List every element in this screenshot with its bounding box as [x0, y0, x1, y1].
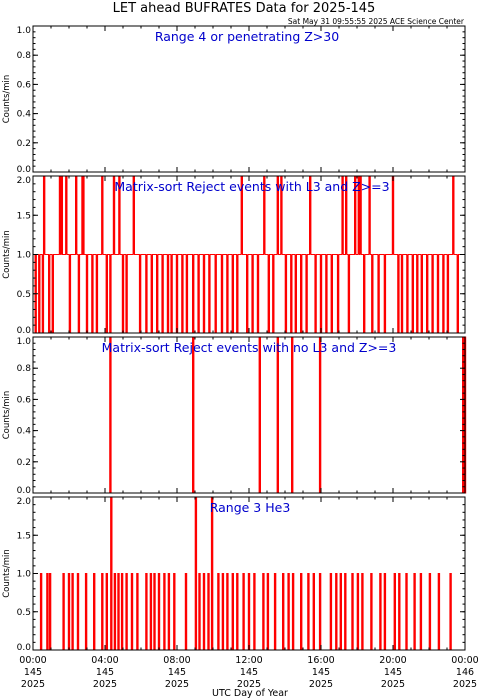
panel-1: 0.0 0.2 0.4 0.6 0.8 1.0 Counts/min Range 4 or p… — [2, 25, 466, 175]
x-tick-label-line: 2025 — [309, 679, 333, 690]
series-line — [33, 336, 467, 494]
y-tick-label: 1.0 — [17, 251, 32, 261]
y-tick-label: 0.0 — [17, 643, 32, 653]
x-tick-label-line: 2025 — [93, 679, 117, 690]
series-line — [33, 175, 465, 334]
x-tick-label-line: 00:00 — [451, 655, 478, 666]
y-tick-label: 0.0 — [17, 165, 32, 175]
x-axis-title: UTC Day of Year — [212, 688, 288, 699]
y-tick-label: 1.0 — [17, 570, 32, 580]
x-tick-label-line: 2025 — [21, 679, 45, 690]
panel-frame — [32, 336, 466, 494]
y-tick-label: 0.8 — [17, 51, 32, 61]
y-tick-label: 0.4 — [17, 427, 32, 437]
panels: 0.0 0.2 0.4 0.6 0.8 1.0 Counts/min Range 4 or p… — [2, 25, 467, 653]
x-tick-label-line: 2025 — [453, 679, 477, 690]
y-tick-label: 1.0 — [17, 26, 32, 36]
x-tick-label-line: 08:00 — [163, 655, 190, 666]
y-tick-label: 0.0 — [17, 486, 32, 496]
x-tick-label-line: 145 — [96, 667, 114, 678]
x-tick-label-line: 20:00 — [379, 655, 406, 666]
chart-title: LET ahead BUFRATES Data for 2025-145 — [113, 1, 376, 16]
x-tick-label-line: 2025 — [237, 679, 261, 690]
y-tick-label: 1.5 — [17, 531, 31, 541]
x-tick-label-line: 145 — [240, 667, 258, 678]
panel-3: 0.0 0.2 0.4 0.6 0.8 1.0 Counts/min Matrix-sort … — [2, 336, 467, 496]
panel-2: 0.0 0.5 1.0 1.5 2.0 Counts/min Matrix-sort Rej… — [2, 175, 466, 336]
x-tick-label-line: 146 — [456, 667, 474, 678]
y-axis-title: Counts/min — [2, 549, 12, 598]
y-axis-title: Counts/min — [2, 391, 12, 440]
y-tick-label: 0.2 — [17, 139, 31, 149]
y-tick-label: 0.5 — [17, 608, 31, 618]
y-tick-label: 1.0 — [17, 337, 32, 347]
x-tick-label-line: 00:00 — [19, 655, 46, 666]
x-tick-label-line: 04:00 — [91, 655, 118, 666]
x-tick-label-line: 145 — [384, 667, 402, 678]
y-tick-label: 2.0 — [17, 497, 32, 507]
panel-label: Matrix-sort Reject events with L3 and Z>… — [114, 179, 389, 194]
y-tick-label: 0.4 — [17, 110, 32, 120]
y-tick-label: 0.5 — [17, 290, 31, 300]
x-tick-label-line: 2025 — [381, 679, 405, 690]
x-tick-label-line: 145 — [24, 667, 42, 678]
x-tick-label-line: 16:00 — [307, 655, 334, 666]
y-axis-title: Counts/min — [2, 230, 12, 279]
y-tick-label: 0.8 — [17, 364, 32, 374]
x-tick-label-line: 2025 — [165, 679, 189, 690]
y-tick-label: 0.2 — [17, 458, 31, 468]
y-tick-label: 2.0 — [17, 176, 32, 186]
panel-frame — [32, 25, 466, 173]
x-tick-label-line: 12:00 — [235, 655, 262, 666]
x-tick-label-line: 145 — [312, 667, 330, 678]
y-tick-label: 0.0 — [17, 326, 32, 336]
x-tick-label-line: 145 — [168, 667, 186, 678]
y-tick-label: 1.5 — [17, 211, 31, 221]
chart-timestamp: Sat May 31 09:55:55 2025 ACE Science Cen… — [288, 17, 465, 26]
panel-4: 0.0 0.5 1.0 1.5 2.0 Counts/min Range 3 He3 — [2, 496, 466, 653]
panel-label: Matrix-sort Reject events with no L3 and… — [102, 340, 397, 355]
x-axis: 00:00145202504:00145202508:00145202512:0… — [19, 655, 478, 690]
y-tick-label: 0.6 — [17, 395, 32, 405]
y-axis-title: Counts/min — [2, 75, 12, 124]
panel-label: Range 3 He3 — [210, 500, 291, 515]
y-tick-label: 0.6 — [17, 80, 32, 90]
panel-label: Range 4 or penetrating Z>30 — [155, 29, 339, 44]
